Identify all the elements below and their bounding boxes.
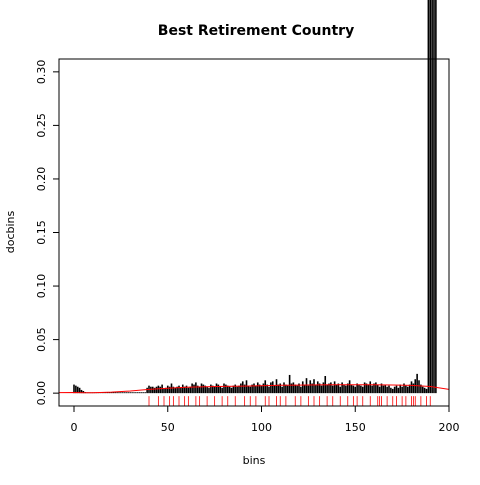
y-tick-label: 0.30 xyxy=(35,60,48,85)
plot-frame xyxy=(58,58,450,407)
x-axis: 0 50 100 150 200 xyxy=(71,406,460,434)
y-tick-label: 0.20 xyxy=(35,167,48,192)
y-tick-label: 0.00 xyxy=(35,381,48,406)
x-tick-label: 150 xyxy=(345,421,366,434)
density-curve xyxy=(58,384,450,394)
plot-region xyxy=(58,0,450,407)
x-tick-label: 100 xyxy=(251,421,272,434)
chart-title: Best Retirement Country xyxy=(158,23,354,39)
x-tick-label: 0 xyxy=(71,421,78,434)
y-axis-label: docbins xyxy=(4,210,17,253)
y-tick-label: 0.05 xyxy=(35,327,48,352)
x-axis-label: bins xyxy=(243,454,266,467)
x-tick-label: 200 xyxy=(439,421,460,434)
y-tick-label: 0.25 xyxy=(35,113,48,138)
y-axis: 0.00 0.05 0.10 0.15 0.20 0.25 0.30 xyxy=(35,60,59,406)
x-tick-label: 50 xyxy=(161,421,175,434)
y-tick-label: 0.10 xyxy=(35,274,48,299)
y-tick-label: 0.15 xyxy=(35,220,48,245)
